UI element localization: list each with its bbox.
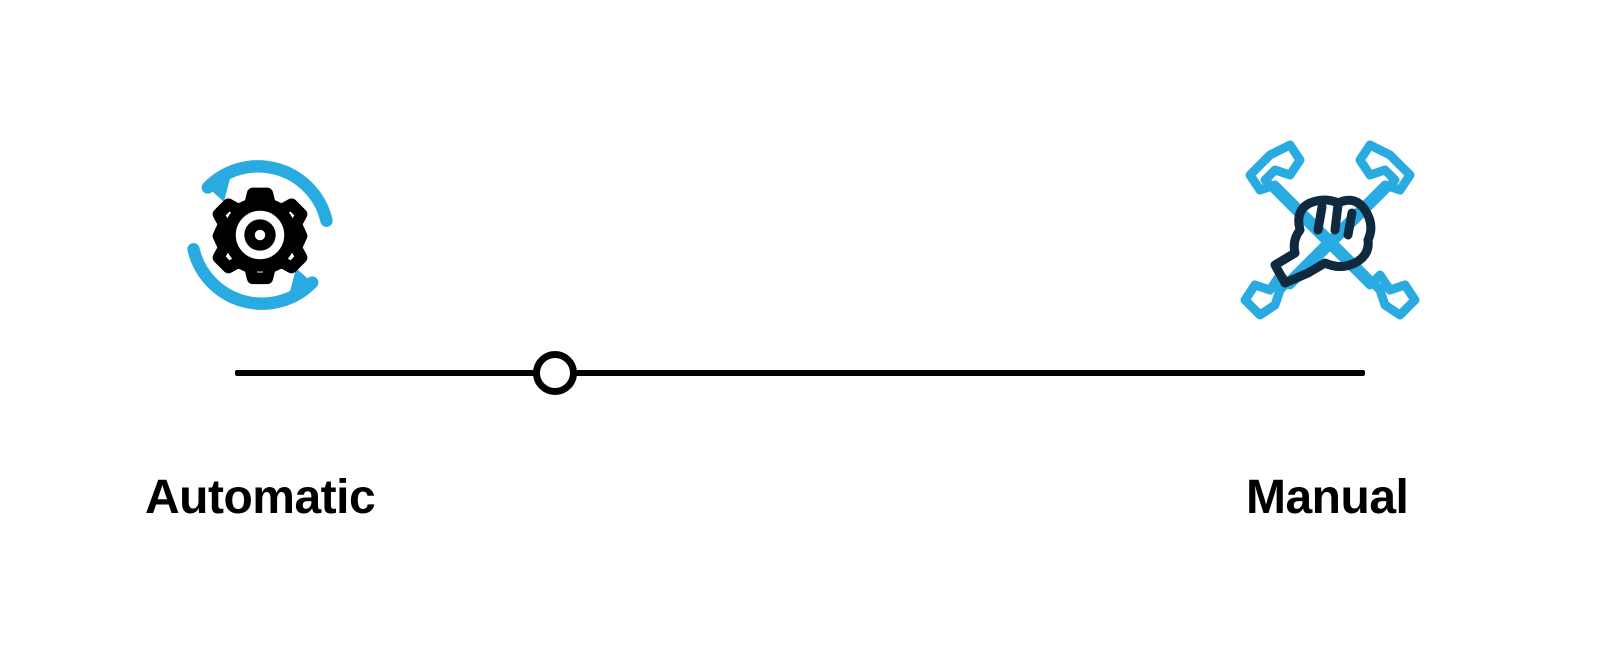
automatic-label: Automatic: [145, 470, 375, 525]
manual-label: Manual: [1246, 470, 1408, 525]
hand-wrench-icon: [1230, 135, 1430, 335]
manual-icon-wrap: [1230, 135, 1430, 335]
slider-handle[interactable]: [533, 351, 577, 395]
slider-track[interactable]: [235, 370, 1365, 376]
gear-sync-icon: [165, 140, 355, 330]
diagram-stage: Automatic Manual: [0, 0, 1600, 668]
automatic-icon-wrap: [165, 140, 355, 330]
